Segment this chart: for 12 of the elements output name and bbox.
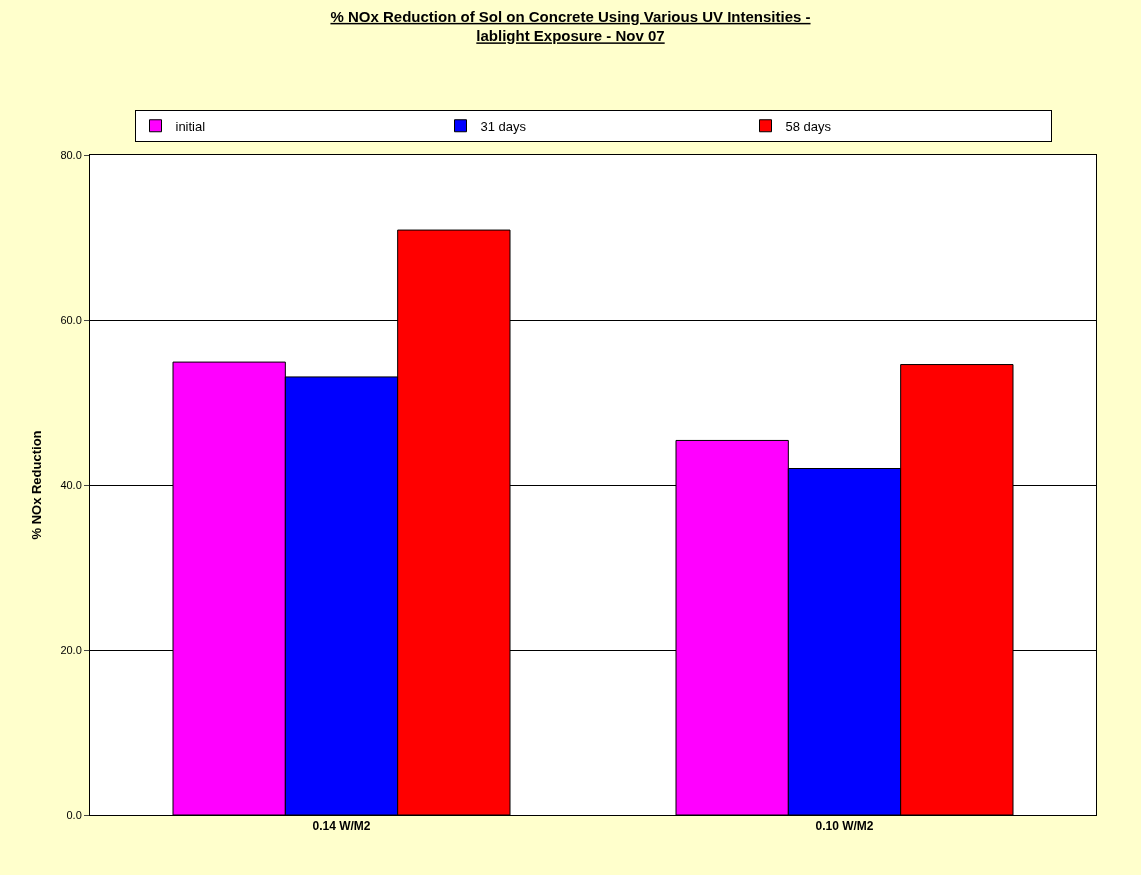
y-axis-title: % NOx Reduction	[29, 430, 45, 540]
legend-label: 31 days	[480, 118, 527, 134]
legend-label: initial	[175, 118, 206, 134]
x-tick-label: 0.14 W/M2	[312, 819, 371, 834]
legend-label: 58 days	[785, 118, 832, 134]
y-tick-label: 20.0	[60, 643, 82, 656]
y-tick-label: 40.0	[60, 478, 82, 491]
y-tick-label: 60.0	[60, 313, 82, 326]
x-tick-label: 0.10 W/M2	[815, 819, 874, 834]
chart-title: % NOx Reduction of Sol on Concrete Using Various UV Intensities - lablight Exposure - Nov 07	[330, 7, 811, 45]
y-tick-label: 80.0	[60, 148, 82, 161]
y-tick-label: 0.0	[66, 808, 82, 821]
